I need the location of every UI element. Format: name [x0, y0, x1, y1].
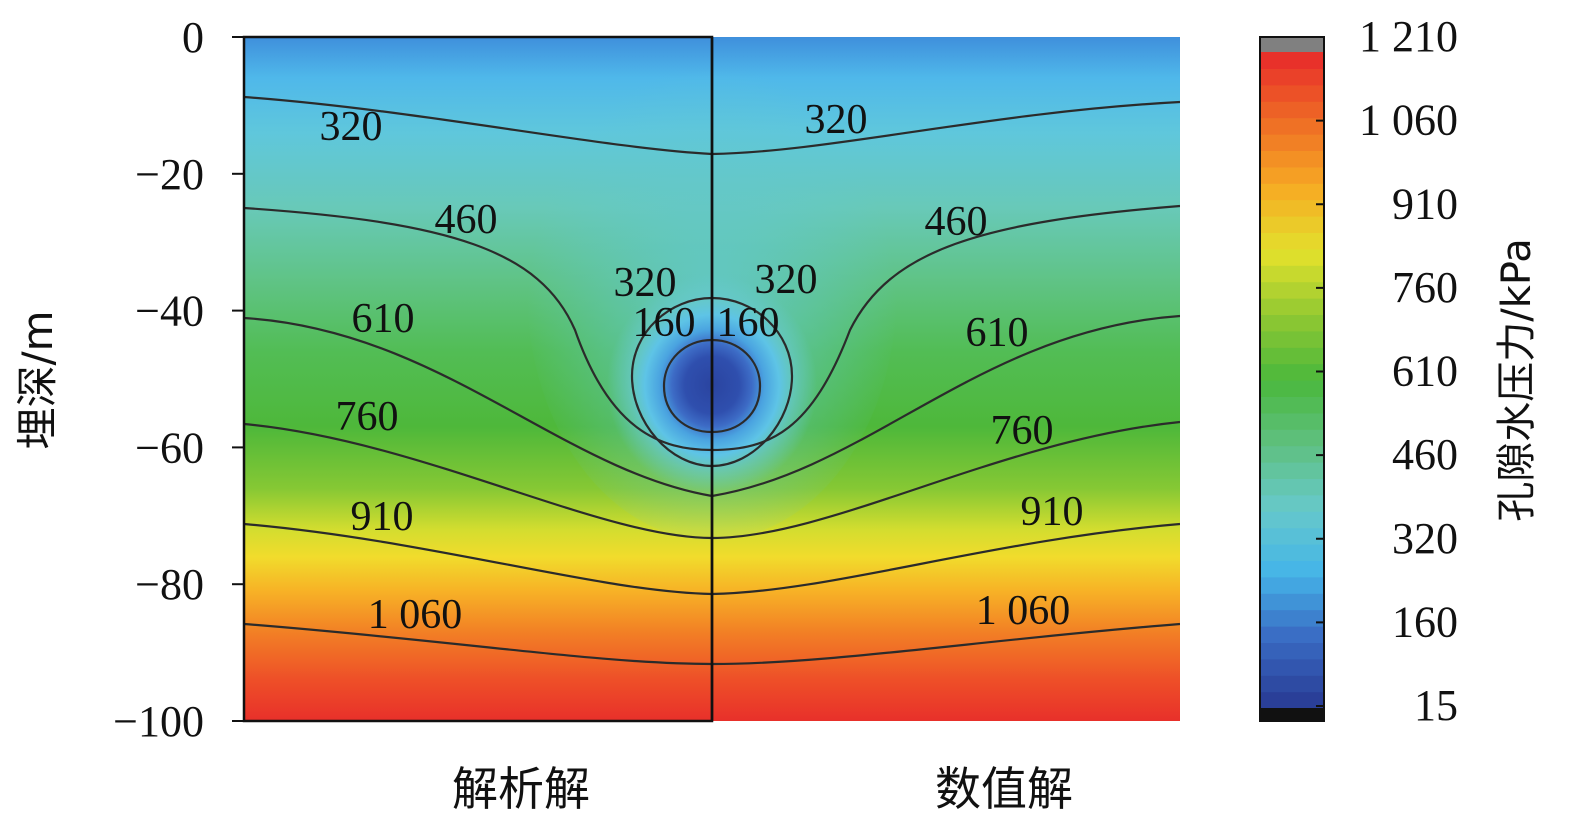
- colorbar-band: [1260, 298, 1324, 315]
- y-tick-label: −20: [135, 150, 204, 199]
- colorbar-over-band: [1260, 37, 1324, 52]
- colorbar-band: [1260, 593, 1324, 611]
- colorbar-band: [1260, 626, 1324, 643]
- colorbar-band: [1260, 642, 1324, 660]
- colorbar-band: [1260, 511, 1324, 529]
- contour-label-left: 320: [320, 104, 383, 150]
- y-tick-label: −80: [135, 560, 204, 609]
- y-tick-label: −60: [135, 423, 204, 472]
- colorbar-band: [1260, 527, 1324, 545]
- colorbar-band: [1260, 396, 1324, 414]
- colorbar-band: [1260, 330, 1324, 348]
- colorbar-band: [1260, 544, 1324, 561]
- colorbar: [1259, 36, 1325, 722]
- contour-label-left: 760: [336, 394, 399, 440]
- colorbar-band: [1260, 101, 1324, 119]
- colorbar-band: [1260, 199, 1324, 217]
- contour-label-right: 160: [717, 300, 780, 346]
- colorbar-band: [1260, 478, 1324, 496]
- colorbar-band: [1260, 166, 1324, 184]
- panel-label-numerical: 数值解: [935, 762, 1073, 816]
- y-tick-label: 0: [182, 13, 204, 62]
- colorbar-band: [1260, 84, 1324, 102]
- y-axis-title: 埋深/m: [13, 310, 62, 449]
- colorbar-tick-label: 910: [1392, 179, 1458, 228]
- colorbar-band: [1260, 429, 1324, 447]
- contour-label-left: 160: [633, 300, 696, 346]
- contour-label-left: 320: [614, 260, 677, 306]
- y-tick-label: −100: [113, 697, 204, 746]
- colorbar-band: [1260, 134, 1324, 151]
- y-tick-label: −40: [135, 287, 204, 336]
- colorbar-tick-label: 760: [1392, 263, 1458, 312]
- colorbar-band: [1260, 265, 1324, 283]
- colorbar-band: [1260, 412, 1324, 430]
- analytical-panel-frame: [242, 35, 714, 723]
- y-axis-ticks: 0 −20 −40 −60 −80 −100: [113, 13, 244, 746]
- colorbar-band: [1260, 560, 1324, 578]
- colorbar-band: [1260, 494, 1324, 512]
- colorbar-frame: [1259, 36, 1325, 722]
- contour-label-right: 760: [991, 408, 1054, 454]
- contour-label-right: 320: [755, 257, 818, 303]
- colorbar-band: [1260, 445, 1324, 463]
- colorbar-band: [1260, 232, 1324, 250]
- colorbar-band: [1260, 609, 1324, 627]
- contour-label-right: 320: [805, 97, 868, 143]
- colorbar-band: [1260, 691, 1324, 709]
- colorbar-band: [1260, 576, 1324, 594]
- colorbar-tick-label: 320: [1392, 514, 1458, 563]
- colorbar-tick-label: 1 210: [1359, 12, 1458, 61]
- colorbar-band: [1260, 150, 1324, 168]
- contour-label-left: 1 060: [368, 592, 463, 638]
- contour-label-right: 1 060: [976, 588, 1071, 634]
- colorbar-band: [1260, 380, 1324, 397]
- colorbar-tick-label: 610: [1392, 347, 1458, 396]
- colorbar-under-band: [1260, 708, 1324, 721]
- colorbar-band: [1260, 216, 1324, 233]
- colorbar-ticks: 15 160 320 460 610 760 910 1 060 1 210: [1316, 12, 1458, 730]
- contour-labels: 1 060 1 060 910 910 760 760 610 610 460 460 320 320…: [320, 97, 1084, 638]
- colorbar-tick-label: 1 060: [1359, 96, 1458, 145]
- colorbar-band: [1260, 117, 1324, 135]
- contour-label-right: 610: [966, 310, 1029, 356]
- colorbar-tick-label: 460: [1392, 430, 1458, 479]
- colorbar-band: [1260, 462, 1324, 479]
- colorbar-band: [1260, 68, 1324, 86]
- contour-label-left: 460: [435, 197, 498, 243]
- contour-label-left: 610: [352, 296, 415, 342]
- colorbar-title: 孔隙水压力/kPa: [1494, 238, 1540, 521]
- contour-label-left: 910: [351, 494, 414, 540]
- colorbar-band: [1260, 314, 1324, 332]
- colorbar-band: [1260, 183, 1324, 201]
- colorbar-tick-label: 15: [1414, 681, 1458, 730]
- colorbar-band: [1260, 363, 1324, 381]
- colorbar-band: [1260, 52, 1324, 69]
- contour-label-right: 910: [1021, 489, 1084, 535]
- colorbar-band: [1260, 347, 1324, 365]
- colorbar-band: [1260, 248, 1324, 266]
- colorbar-tick-label: 160: [1392, 597, 1458, 646]
- colorbar-band: [1260, 675, 1324, 693]
- contour-label-right: 460: [925, 199, 988, 245]
- colorbar-band: [1260, 658, 1324, 676]
- colorbar-band: [1260, 281, 1324, 299]
- panel-label-analytical: 解析解: [452, 762, 590, 816]
